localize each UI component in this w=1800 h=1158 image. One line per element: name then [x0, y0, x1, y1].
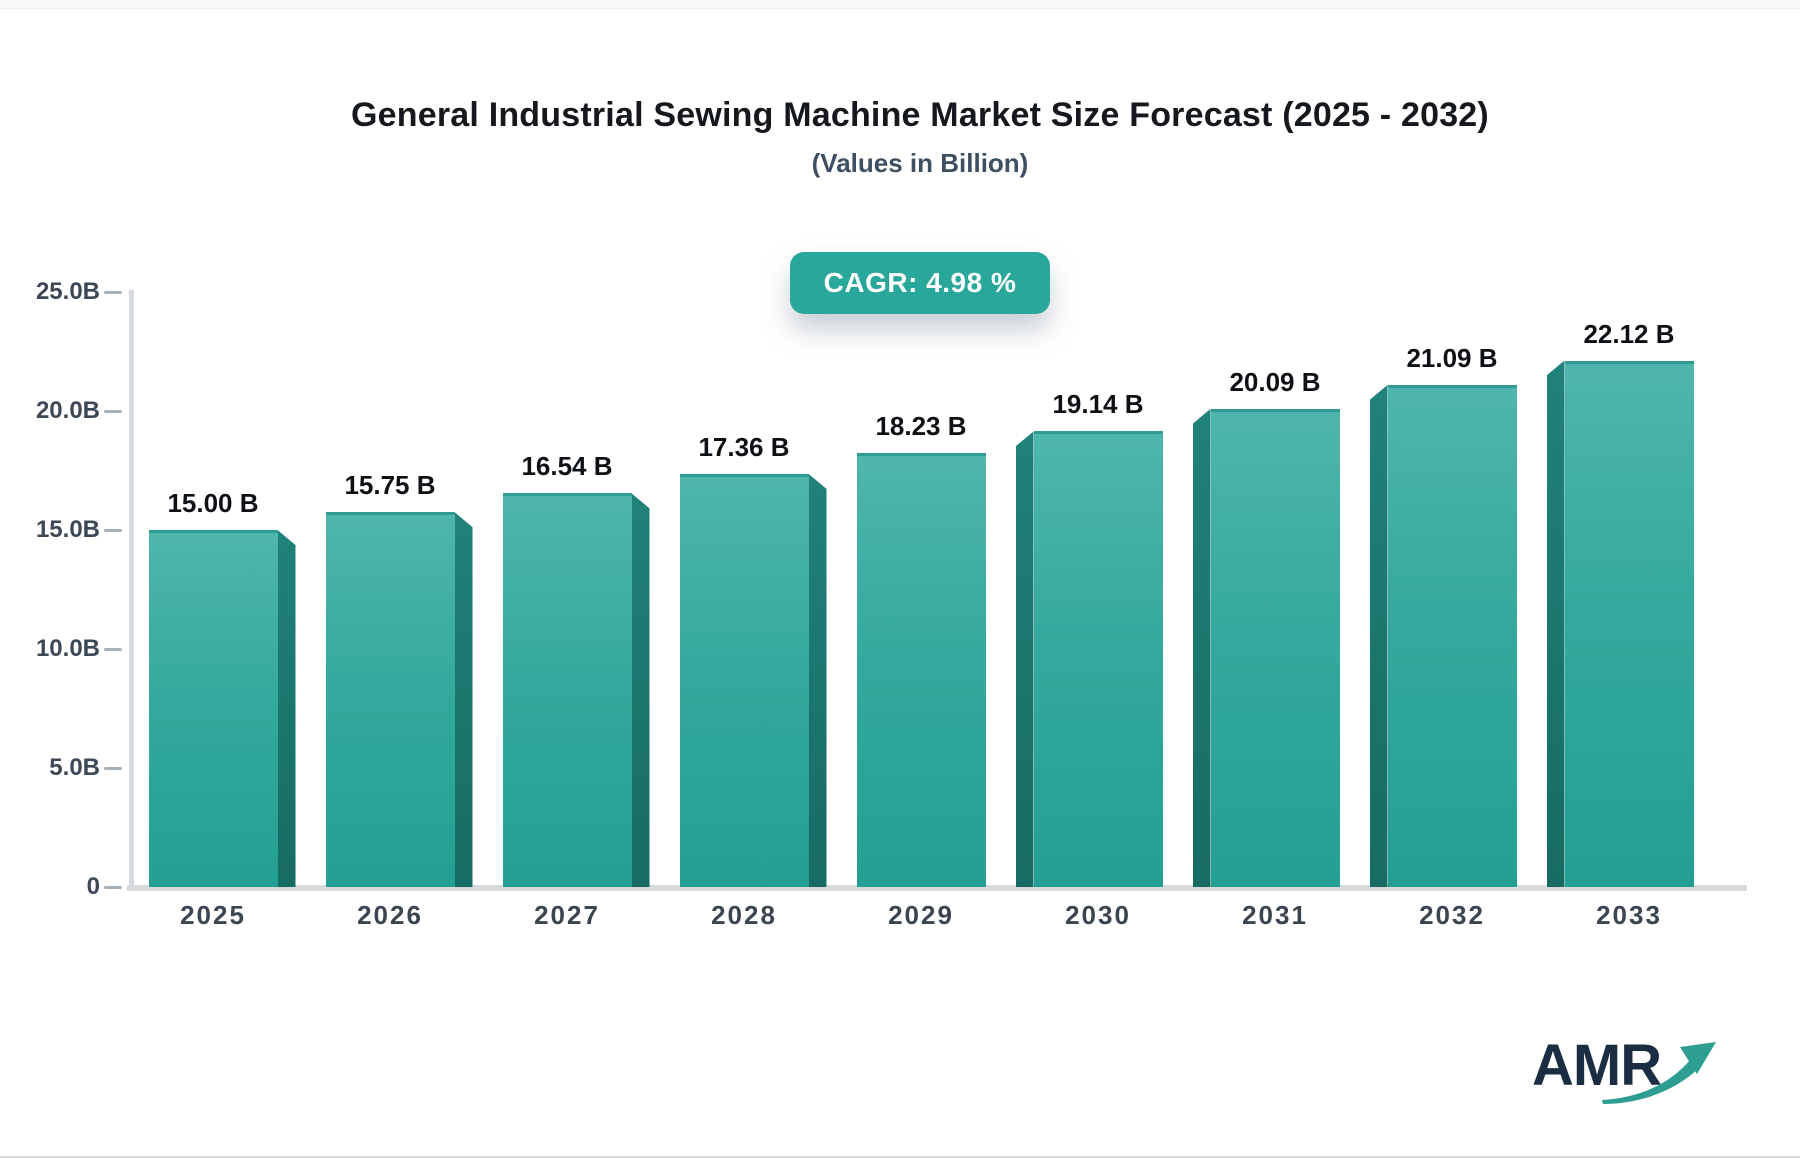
bar-2026-side	[454, 512, 473, 887]
bar-2028	[679, 473, 809, 887]
bar-value-label: 22.12 B	[1583, 318, 1675, 349]
chart-subtitle: (Values in Billion)	[811, 148, 1029, 178]
y-axis-tick	[104, 410, 122, 413]
y-axis-label: 5.0B	[49, 754, 100, 781]
bar-value-label: 20.09 B	[1229, 366, 1321, 397]
bar-value-label: 17.36 B	[698, 431, 790, 462]
bar-value-label: 15.00 B	[167, 488, 259, 518]
bar-2032	[1387, 385, 1517, 887]
y-axis-label: 25.0B	[35, 278, 100, 305]
cagr-badge-row: CAGR: 4.98 %	[40, 252, 1800, 314]
x-axis-label: 2025	[180, 900, 246, 930]
y-axis-tick	[104, 767, 122, 770]
y-axis-tick	[104, 886, 122, 889]
bar-2033-side	[1546, 360, 1565, 887]
y-axis-label: 20.0B	[35, 397, 100, 424]
bar-2027-side	[631, 493, 650, 887]
x-axis-label: 2030	[1065, 900, 1131, 930]
y-axis-tick	[104, 291, 122, 294]
bar-2025	[148, 530, 278, 887]
cagr-badge: CAGR: 4.98 %	[789, 252, 1051, 314]
bar-2026	[325, 512, 455, 887]
bar-2033	[1564, 360, 1694, 887]
x-axis-label: 2028	[711, 900, 777, 930]
bar-value-label: 15.75 B	[344, 470, 436, 501]
x-axis-label: 2033	[1596, 900, 1662, 930]
x-axis-label: 2029	[888, 900, 954, 930]
bar-2031-side	[1192, 408, 1211, 887]
bar-2028-side	[808, 473, 827, 887]
y-axis-label: 15.0B	[35, 516, 100, 543]
bar-2030-side	[1015, 431, 1034, 887]
bar-2025-side	[277, 530, 296, 887]
trending-up-arrow-icon	[1602, 1042, 1716, 1104]
y-axis-label: 10.0B	[35, 635, 100, 662]
bar-2032-side	[1369, 385, 1388, 887]
page-top-strip	[0, 0, 1800, 9]
bar-2029	[856, 453, 986, 887]
y-axis-line	[129, 290, 134, 887]
y-axis-tick	[104, 529, 122, 532]
bar-value-label: 19.14 B	[1052, 389, 1144, 420]
amr-logo-text: AMR	[1532, 1033, 1662, 1098]
x-baseline	[127, 885, 1747, 891]
x-axis-label: 2031	[1242, 900, 1308, 930]
amr-logo: AMR	[1532, 1032, 1722, 1112]
x-axis-label: 2026	[357, 900, 423, 930]
x-axis-label: 2027	[534, 900, 600, 930]
bar-2031	[1210, 408, 1340, 887]
x-axis-label: 2032	[1419, 900, 1485, 930]
y-axis-label: 0	[86, 873, 100, 900]
bar-2030	[1033, 431, 1163, 887]
bar-value-label: 18.23 B	[875, 411, 967, 442]
bar-value-label: 16.54 B	[521, 451, 613, 482]
y-axis-tick	[104, 648, 122, 651]
chart-title: General Industrial Sewing Machine Market…	[351, 96, 1489, 134]
bar-value-label: 21.09 B	[1406, 343, 1498, 374]
bar-2027	[502, 493, 632, 887]
